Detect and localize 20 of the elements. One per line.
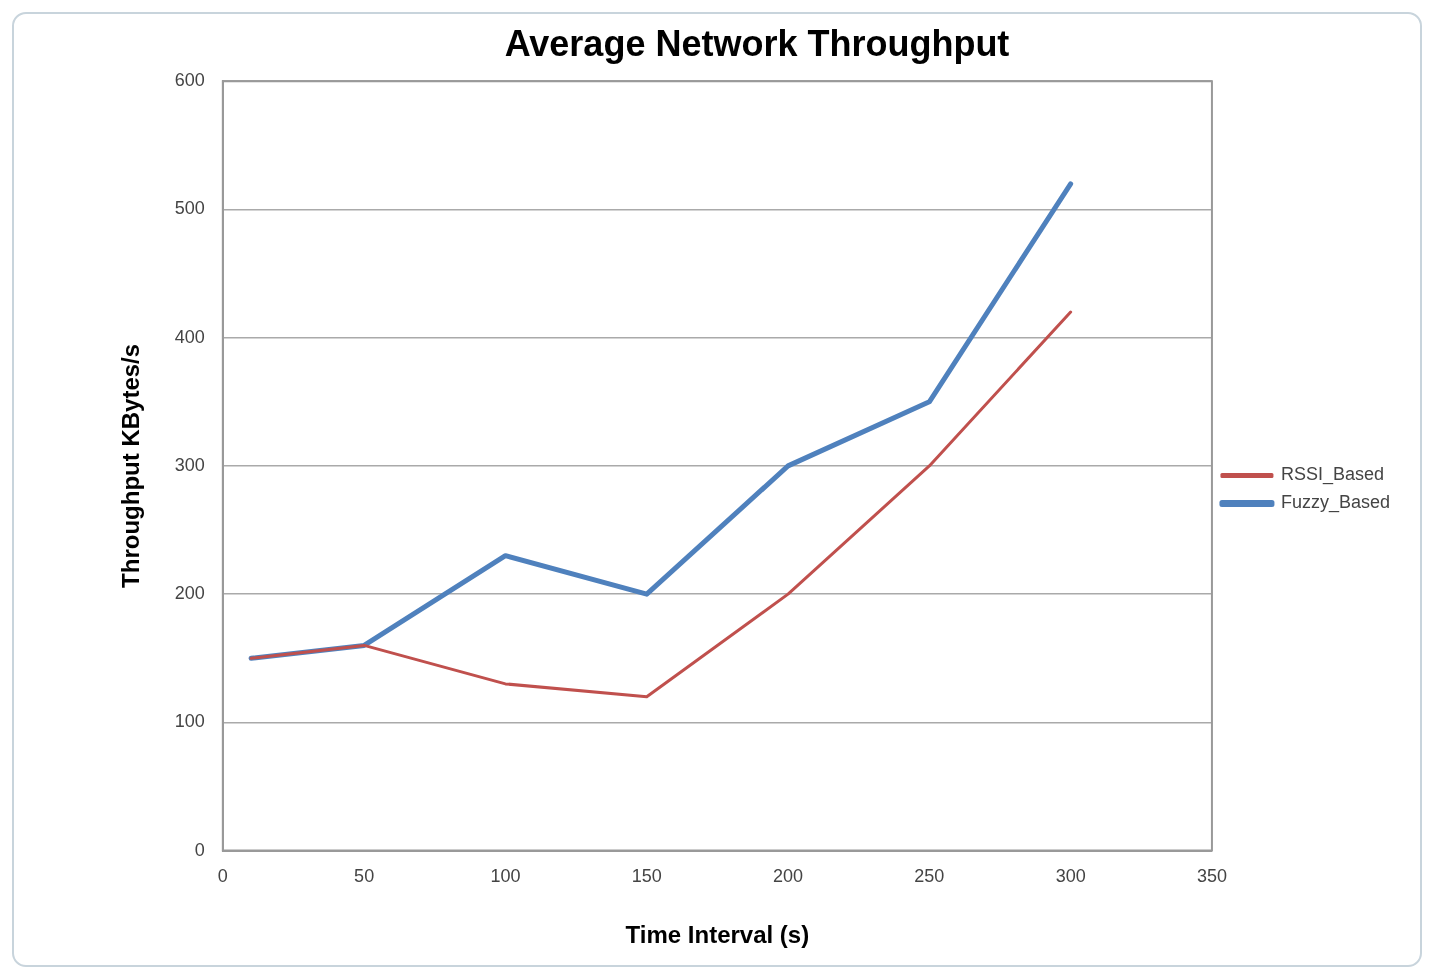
y-tick-label: 300: [174, 454, 205, 475]
legend-label: Fuzzy_Based: [1280, 492, 1391, 514]
y-tick-label: 500: [174, 198, 205, 219]
x-tick-label: 50: [354, 866, 375, 887]
y-tick-label: 0: [194, 839, 205, 860]
x-tick-label: 200: [773, 866, 804, 887]
x-tick-label: 250: [914, 866, 945, 887]
x-tick-label: 150: [631, 866, 662, 887]
legend-label: RSSI_Based: [1280, 464, 1385, 486]
x-tick-label: 350: [1196, 866, 1227, 887]
y-tick-label: 200: [174, 583, 205, 604]
x-tick-label: 0: [217, 866, 228, 887]
y-tick-label: 600: [174, 70, 205, 91]
y-tick-label: 100: [174, 711, 205, 732]
y-tick-label: 400: [174, 326, 205, 347]
x-tick-label: 100: [490, 866, 521, 887]
y-axis-title: Throughput KBytes/s: [117, 343, 145, 588]
x-tick-label: 300: [1055, 866, 1086, 887]
x-axis-title: Time Interval (s): [625, 921, 810, 949]
chart-title: Average Network Throughput: [504, 22, 1010, 64]
